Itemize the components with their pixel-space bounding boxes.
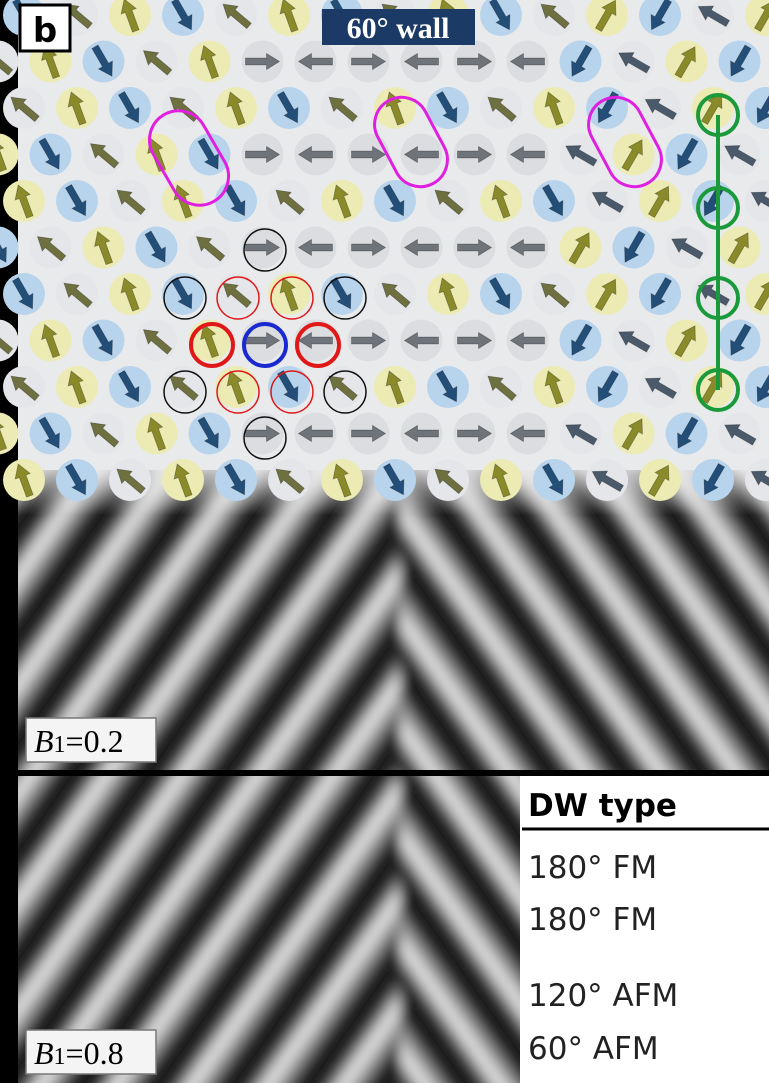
table-row: 180° FM xyxy=(528,850,657,886)
table-row: 60° AFM xyxy=(528,1031,659,1067)
inset-text: B1=0.8 xyxy=(34,1035,124,1071)
inset-label: B1=0.8 xyxy=(26,1030,156,1074)
subscript: 1 xyxy=(54,732,66,758)
inset-label: B1=0.2 xyxy=(26,718,156,762)
divider xyxy=(18,770,769,776)
panel-label: b xyxy=(33,11,57,51)
figure: b 60° wall B1=0.2 B1=0.8 DW type 180° FM… xyxy=(0,0,769,1083)
stripes-right xyxy=(400,750,540,1083)
value: =0.8 xyxy=(66,1035,124,1071)
table-row: 180° FM xyxy=(528,902,657,938)
symbol: B xyxy=(34,723,54,759)
value: =0.2 xyxy=(66,723,124,759)
table-header: DW type xyxy=(528,788,677,824)
symbol: B xyxy=(34,1035,54,1071)
subscript: 1 xyxy=(54,1044,66,1070)
table-row: 120° AFM xyxy=(528,978,678,1014)
wall-label: 60° wall xyxy=(347,12,450,45)
inset-text: B1=0.2 xyxy=(34,723,124,759)
